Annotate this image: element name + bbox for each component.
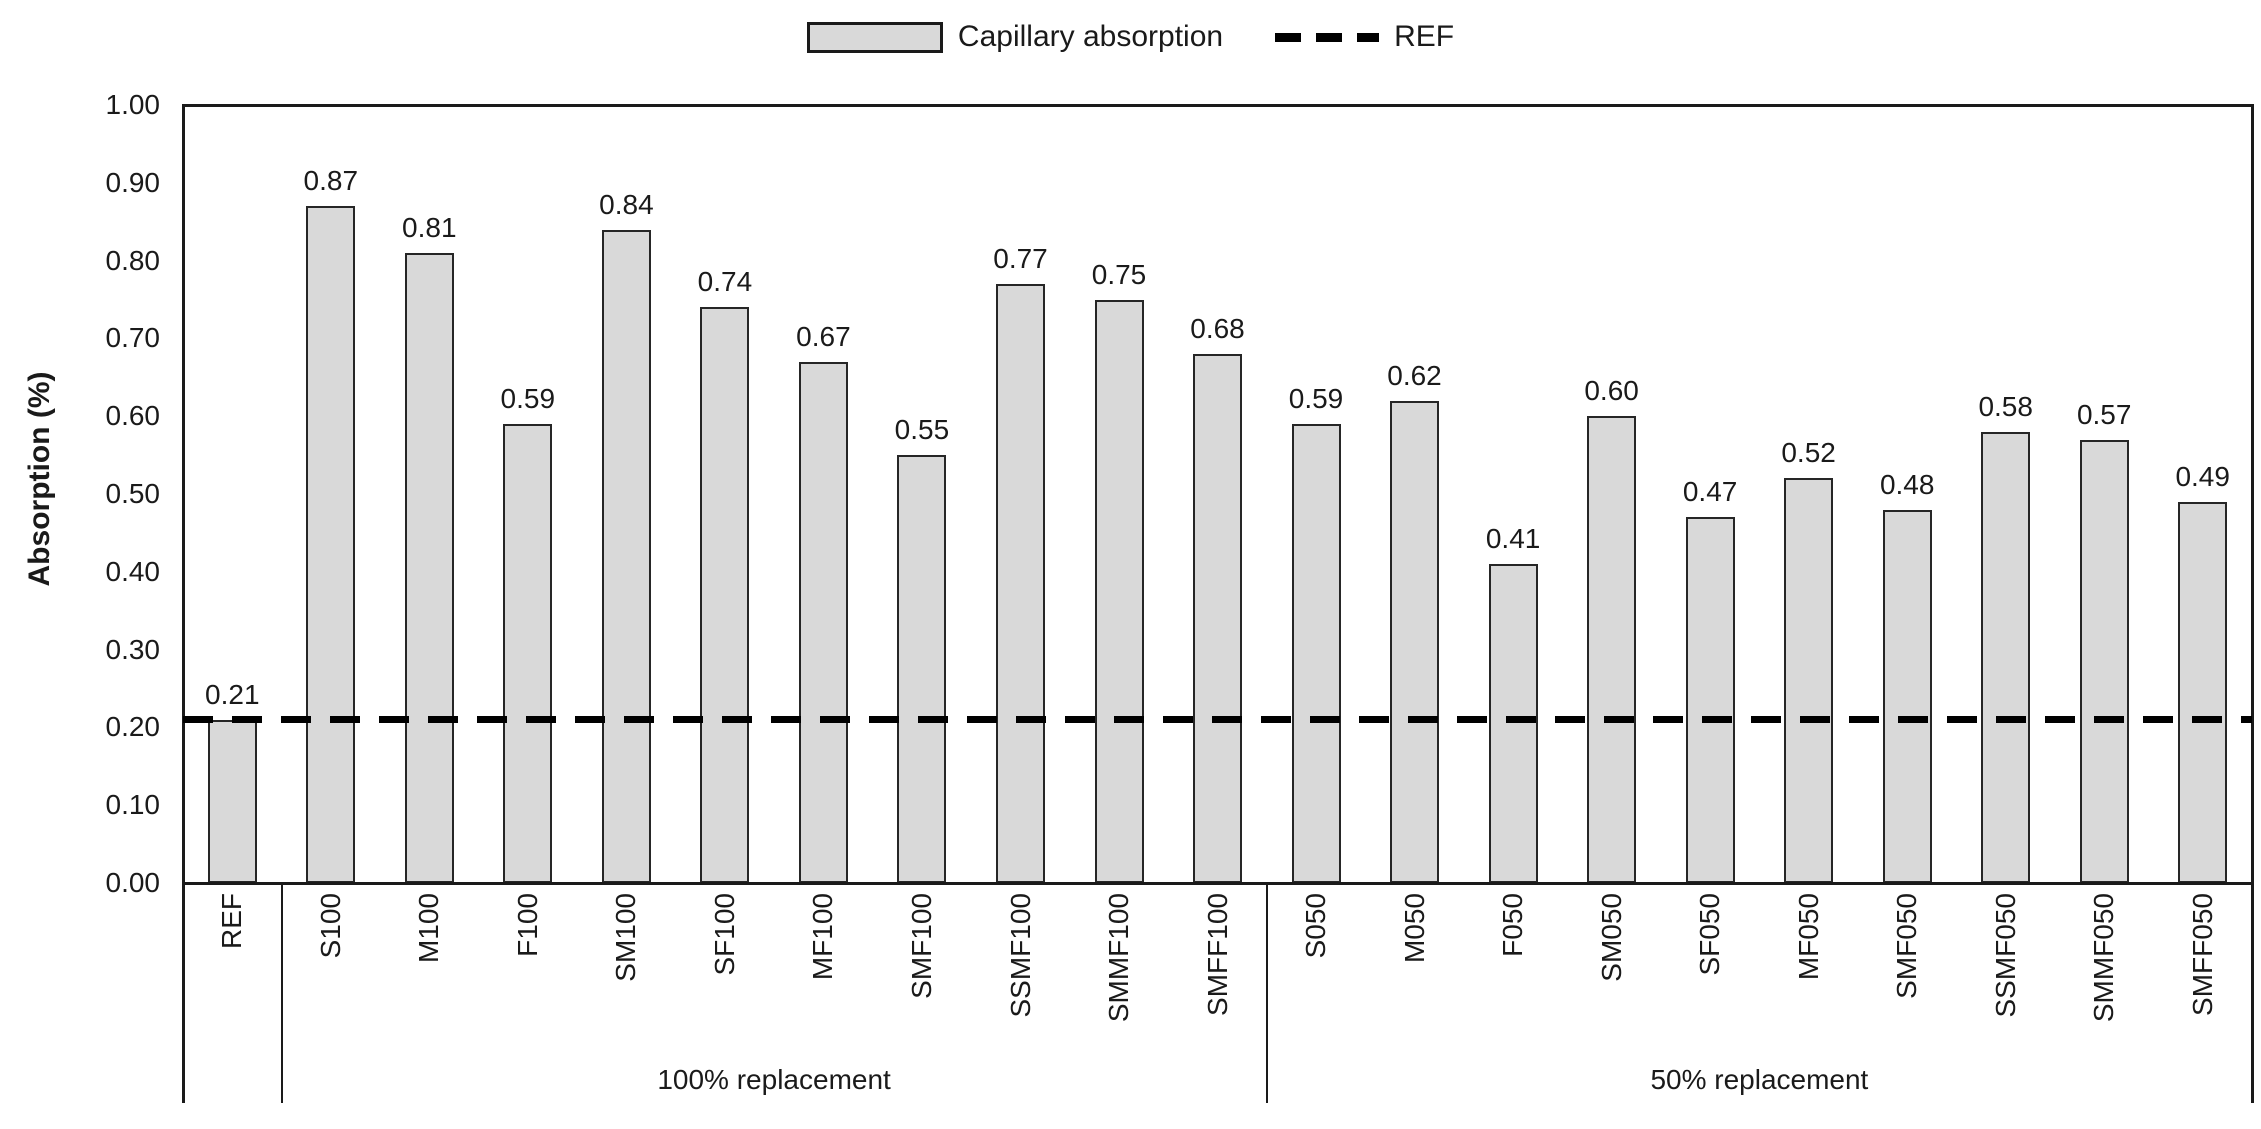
bar-value-label: 0.49 — [2175, 460, 2230, 492]
y-tick-label: 0.20 — [105, 711, 161, 743]
bar — [798, 361, 848, 883]
group-divider-line — [280, 883, 283, 1103]
y-tick-label: 0.60 — [105, 400, 161, 432]
x-category-label: SM050 — [1595, 893, 1627, 982]
x-category-label: MF050 — [1792, 893, 1824, 981]
bar-value-label: 0.84 — [599, 188, 654, 220]
x-category-label: REF — [216, 893, 248, 949]
x-category-label: SMMF100 — [1103, 893, 1134, 1023]
bar — [1882, 509, 1932, 883]
bar-value-label: 0.75 — [1091, 258, 1147, 290]
bar-value-label: 0.41 — [1485, 523, 1541, 554]
bar — [1390, 400, 1439, 883]
x-category-label: SMF050 — [1891, 893, 1923, 999]
x-category-label: M100 — [413, 893, 445, 964]
bar — [2079, 439, 2129, 883]
bar — [503, 424, 553, 883]
bar-value-label: 0.60 — [1584, 375, 1639, 407]
y-tick-label: 0.30 — [105, 633, 161, 665]
plot-right-border — [2250, 103, 2254, 1103]
legend-bar-label: Capillary absorption — [957, 20, 1224, 53]
bar — [2178, 501, 2228, 883]
bar — [1488, 564, 1538, 883]
plot-top-border — [181, 103, 2254, 107]
group-label: 100% replacement — [657, 1064, 891, 1095]
bar-value-label: 0.57 — [2076, 398, 2132, 430]
bar — [404, 252, 454, 883]
group-divider-line — [1265, 883, 1268, 1103]
bar — [1587, 416, 1637, 883]
bar — [1094, 299, 1144, 883]
y-tick-label: 0.10 — [105, 789, 161, 821]
bar — [1784, 478, 1834, 883]
bar — [897, 455, 947, 883]
y-tick-label: 0.00 — [105, 867, 161, 898]
y-tick-label: 0.90 — [105, 166, 161, 198]
x-category-label: SF050 — [1694, 893, 1726, 976]
y-tick-label: 0.40 — [105, 555, 161, 587]
legend-ref-label: REF — [1394, 20, 1455, 53]
group-label: 50% replacement — [1650, 1064, 1869, 1095]
x-category-label: SSMF100 — [1004, 893, 1036, 1018]
bar-value-label: 0.87 — [303, 165, 359, 197]
bar — [1291, 424, 1341, 883]
y-axis-line — [181, 103, 185, 1103]
y-tick-label: 0.50 — [105, 478, 161, 509]
legend-item-capillary-absorption: Capillary absorption — [806, 20, 1224, 54]
x-category-label: SMF100 — [905, 893, 937, 999]
bar-value-label: 0.67 — [796, 320, 851, 352]
y-axis-title: Absorption (%) — [23, 371, 56, 587]
bar-value-label: 0.74 — [697, 266, 753, 298]
x-category-label: F100 — [511, 893, 543, 957]
x-category-label: M050 — [1398, 893, 1430, 964]
bar-value-label: 0.47 — [1682, 476, 1738, 508]
bar-value-label: 0.52 — [1781, 437, 1836, 469]
x-category-label: SMFF100 — [1201, 893, 1233, 1016]
dashed-line-icon — [1275, 32, 1380, 42]
bar — [207, 719, 257, 883]
legend: Capillary absorption REF — [0, 20, 2261, 54]
bar — [996, 283, 1045, 883]
bar-value-label: 0.55 — [894, 414, 950, 446]
bar — [1193, 354, 1242, 883]
y-tick-label: 1.00 — [105, 89, 161, 120]
x-category-label: F050 — [1497, 893, 1529, 957]
x-category-label: MF100 — [807, 893, 839, 981]
y-tick-label: 0.70 — [105, 322, 161, 354]
y-tick-label: 0.80 — [105, 244, 161, 276]
legend-item-ref: REF — [1275, 20, 1454, 54]
bar — [700, 307, 750, 883]
bar-value-label: 0.81 — [402, 211, 457, 243]
x-category-label: S050 — [1300, 893, 1331, 959]
x-category-label: S100 — [314, 893, 346, 959]
x-category-label: SSMF050 — [1989, 893, 2021, 1018]
bar — [1981, 431, 2031, 883]
bar-value-label: 0.59 — [1288, 383, 1344, 414]
bar-value-label: 0.59 — [500, 383, 556, 414]
bar-value-label: 0.68 — [1190, 313, 1245, 344]
bar-value-label: 0.62 — [1387, 359, 1442, 391]
x-category-label: SF100 — [708, 893, 740, 976]
bar-value-label: 0.21 — [205, 678, 260, 710]
bar-value-label: 0.48 — [1879, 468, 1935, 500]
bar-value-label: 0.77 — [993, 242, 1048, 274]
bar — [1685, 517, 1735, 883]
bar-value-label: 0.58 — [1978, 390, 2033, 422]
x-category-label: SMMF050 — [2088, 893, 2120, 1023]
bar — [601, 229, 651, 883]
x-category-label: SMFF050 — [2186, 893, 2218, 1016]
bar-swatch-icon — [806, 21, 943, 53]
x-category-label: SM100 — [610, 893, 642, 982]
ref-dashed-line — [183, 716, 2252, 724]
bar — [306, 206, 356, 883]
x-axis-line — [181, 881, 2254, 885]
